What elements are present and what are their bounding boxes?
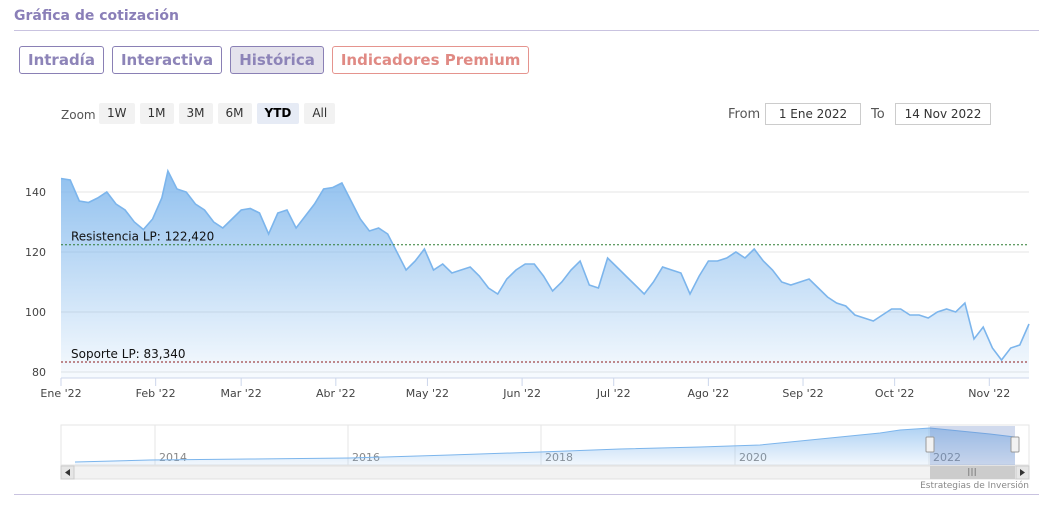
scrollbar-thumb[interactable] — [930, 466, 1015, 479]
x-tick-label: Ene '22 — [40, 387, 81, 400]
scroll-left-arrow-icon — [65, 469, 70, 476]
price-area — [61, 171, 1029, 378]
scroll-right-arrow-icon — [1020, 469, 1025, 476]
to-date-input[interactable]: 14 Nov 2022 — [895, 103, 991, 125]
scrollbar-grip-icon: III — [967, 466, 977, 479]
y-tick-label: 100 — [25, 306, 46, 319]
x-tick-label: Feb '22 — [136, 387, 176, 400]
y-tick-label: 140 — [25, 186, 46, 199]
x-tick-label: Abr '22 — [316, 387, 356, 400]
navigator-selection — [930, 426, 1015, 465]
navigator-left-handle[interactable] — [925, 436, 935, 453]
resistance-label: Resistencia LP: 122,420 — [71, 230, 214, 244]
tab-interactiva[interactable]: Interactiva — [111, 46, 223, 74]
zoom-3m-button[interactable]: 3M — [178, 103, 213, 124]
bottom-divider — [14, 494, 1039, 495]
zoom-6m-button[interactable]: 6M — [217, 103, 252, 124]
y-tick-label: 80 — [32, 366, 46, 379]
tab-indicadores-premium[interactable]: Indicadores Premium — [331, 46, 530, 74]
from-date-input[interactable]: 1 Ene 2022 — [765, 103, 861, 125]
zoom-1w-button[interactable]: 1W — [99, 103, 135, 124]
x-tick-label: Ago '22 — [687, 387, 729, 400]
x-tick-label: Sep '22 — [782, 387, 823, 400]
x-tick-label: Jul '22 — [596, 387, 631, 400]
zoom-ytd-button[interactable]: YTD — [256, 103, 300, 124]
price-line — [60, 168, 1030, 362]
y-tick-label: 120 — [25, 246, 46, 259]
x-tick-label: Nov '22 — [968, 387, 1010, 400]
chart-credit: Estrategias de Inversión — [920, 481, 1029, 491]
title-divider — [14, 30, 1039, 31]
navigator-area — [75, 428, 1015, 465]
zoom-button-group: 1W 1M 3M 6M YTD All — [99, 103, 336, 124]
x-tick-label: Oct '22 — [875, 387, 915, 400]
to-label: To — [871, 107, 885, 122]
zoom-all-button[interactable]: All — [304, 103, 336, 124]
from-label: From — [728, 107, 761, 122]
tab-historica[interactable]: Histórica — [230, 46, 324, 74]
x-tick-label: Jun '22 — [502, 387, 541, 400]
tab-intradia[interactable]: Intradía — [19, 46, 104, 74]
chart-tabs: Intradía Interactiva Histórica Indicador… — [19, 46, 530, 74]
zoom-label: Zoom — [61, 108, 96, 122]
x-tick-label: May '22 — [406, 387, 449, 400]
support-label: Soporte LP: 83,340 — [71, 347, 186, 361]
x-tick-label: Mar '22 — [221, 387, 262, 400]
navigator-line — [74, 427, 1016, 463]
chart-section-title: Gráfica de cotización — [14, 8, 179, 24]
scrollbar-track — [60, 465, 1030, 480]
navigator-right-handle[interactable] — [1010, 436, 1020, 453]
zoom-1m-button[interactable]: 1M — [139, 103, 174, 124]
